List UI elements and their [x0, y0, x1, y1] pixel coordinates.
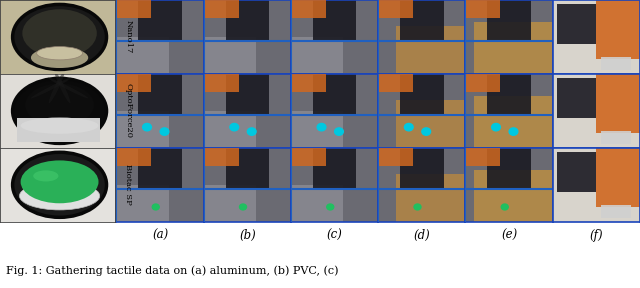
Bar [474, 170, 553, 222]
Bar [17, 118, 100, 142]
Bar [291, 37, 343, 74]
Ellipse shape [25, 84, 94, 126]
Bar [313, 74, 356, 115]
Bar [138, 148, 182, 189]
Bar [116, 148, 152, 166]
Circle shape [335, 128, 343, 135]
Bar [291, 111, 343, 148]
Bar [204, 148, 239, 166]
Bar [400, 74, 444, 115]
Bar [400, 148, 444, 189]
Ellipse shape [20, 160, 99, 203]
Text: (f): (f) [589, 229, 603, 242]
Bar [465, 0, 500, 18]
Bar [557, 151, 596, 192]
Circle shape [248, 128, 256, 135]
Circle shape [501, 204, 508, 210]
Text: (d): (d) [413, 229, 430, 242]
Bar [378, 74, 413, 92]
Circle shape [239, 204, 246, 210]
Circle shape [152, 204, 159, 210]
Bar [596, 74, 640, 133]
Bar [116, 74, 152, 92]
Text: (b): (b) [239, 229, 256, 242]
Bar [601, 57, 631, 70]
Bar [557, 77, 596, 118]
Ellipse shape [13, 4, 106, 69]
Bar [487, 0, 531, 41]
Bar [138, 0, 182, 41]
Ellipse shape [48, 77, 88, 98]
Bar [138, 74, 182, 115]
Ellipse shape [19, 182, 100, 210]
Bar [474, 22, 553, 74]
Bar [474, 96, 553, 148]
Bar [487, 148, 531, 189]
Circle shape [414, 204, 421, 210]
Bar [116, 185, 169, 222]
Bar [116, 37, 169, 74]
Circle shape [230, 124, 239, 131]
Circle shape [317, 124, 326, 131]
Text: (c): (c) [326, 229, 342, 242]
Text: Biotac SP: Biotac SP [124, 164, 132, 205]
Bar [204, 185, 256, 222]
Text: (e): (e) [501, 229, 517, 242]
Bar [204, 74, 239, 92]
Bar [378, 148, 413, 166]
Bar [378, 0, 413, 18]
Ellipse shape [13, 152, 106, 217]
Bar [465, 74, 500, 92]
Bar [400, 0, 444, 41]
Bar [465, 148, 500, 166]
Bar [601, 205, 631, 218]
Ellipse shape [13, 78, 106, 143]
Bar [396, 174, 465, 222]
Bar [225, 148, 269, 189]
Text: Nano17: Nano17 [124, 20, 132, 54]
Circle shape [327, 204, 333, 210]
Bar [557, 4, 596, 44]
Bar [396, 100, 465, 148]
Bar [291, 74, 326, 92]
Ellipse shape [31, 47, 88, 68]
Text: OptoForce20: OptoForce20 [124, 84, 132, 138]
Bar [116, 111, 169, 148]
Bar [291, 148, 326, 166]
Text: Fig. 1: Gathering tactile data on (a) aluminum, (b) PVC, (c): Fig. 1: Gathering tactile data on (a) al… [6, 265, 339, 276]
Circle shape [422, 128, 431, 135]
Bar [396, 26, 465, 74]
Bar [596, 148, 640, 207]
Ellipse shape [33, 170, 58, 181]
Bar [596, 0, 640, 59]
Bar [225, 74, 269, 115]
Bar [291, 185, 343, 222]
Bar [204, 37, 256, 74]
Bar [204, 111, 256, 148]
Bar [313, 148, 356, 189]
Circle shape [404, 124, 413, 131]
Circle shape [509, 128, 518, 135]
Ellipse shape [49, 71, 65, 103]
Bar [204, 0, 239, 18]
Bar [225, 0, 269, 41]
Circle shape [160, 128, 169, 135]
Bar [313, 0, 356, 41]
Ellipse shape [22, 9, 97, 57]
Ellipse shape [36, 47, 83, 60]
Ellipse shape [31, 77, 71, 98]
Bar [601, 131, 631, 144]
Ellipse shape [20, 118, 99, 134]
Circle shape [492, 124, 500, 131]
Circle shape [143, 124, 152, 131]
Bar [487, 74, 531, 115]
Text: (a): (a) [152, 229, 168, 242]
Bar [116, 0, 152, 18]
Bar [291, 0, 326, 18]
Ellipse shape [54, 71, 70, 103]
